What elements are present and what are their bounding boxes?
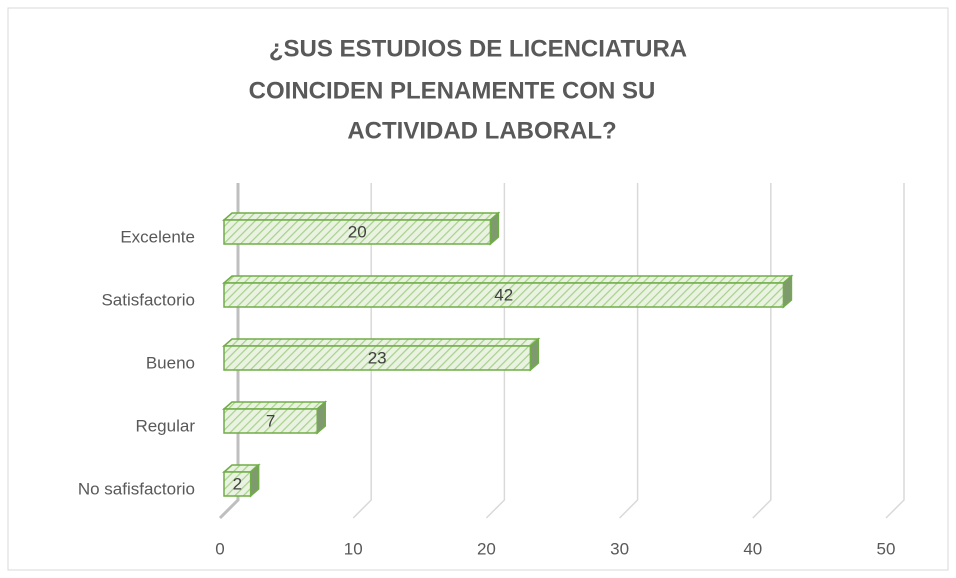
x-tick-label: 40 xyxy=(743,539,762,558)
bar-front xyxy=(223,408,318,434)
bar-front xyxy=(223,345,532,371)
bar xyxy=(222,211,501,246)
y-tick-label: Regular xyxy=(135,416,195,435)
data-label: 2 xyxy=(233,474,242,493)
y-tick-label: Satisfactorio xyxy=(101,290,195,309)
bar-front xyxy=(223,219,492,245)
x-tick-label: 20 xyxy=(477,539,496,558)
y-tick-label: Excelente xyxy=(120,227,195,246)
data-label: 7 xyxy=(266,411,275,430)
x-tick-label: 10 xyxy=(344,539,363,558)
x-tick-label: 30 xyxy=(610,539,629,558)
bar-front xyxy=(223,282,785,308)
chart-title: COINCIDEN PLENAMENTE CON SU xyxy=(249,77,656,104)
bar-top xyxy=(222,275,794,284)
data-label: 23 xyxy=(368,348,387,367)
chart-title: ¿SUS ESTUDIOS DE LICENCIATURA xyxy=(269,35,687,62)
bar xyxy=(222,400,328,435)
bar xyxy=(222,337,541,372)
data-label: 20 xyxy=(348,222,367,241)
grid-line xyxy=(885,183,905,519)
bar xyxy=(222,463,261,498)
bar xyxy=(222,274,794,309)
y-tick-label: No safisfactorio xyxy=(78,479,195,498)
bar-top xyxy=(222,401,328,410)
y-tick-label: Bueno xyxy=(146,353,195,372)
x-tick-label: 0 xyxy=(215,539,224,558)
chart-title: ACTIVIDAD LABORAL? xyxy=(347,117,616,144)
bar-top xyxy=(222,338,541,347)
bar-top xyxy=(222,212,501,221)
data-label: 42 xyxy=(494,285,513,304)
x-tick-label: 50 xyxy=(877,539,896,558)
bar-front xyxy=(223,471,252,497)
